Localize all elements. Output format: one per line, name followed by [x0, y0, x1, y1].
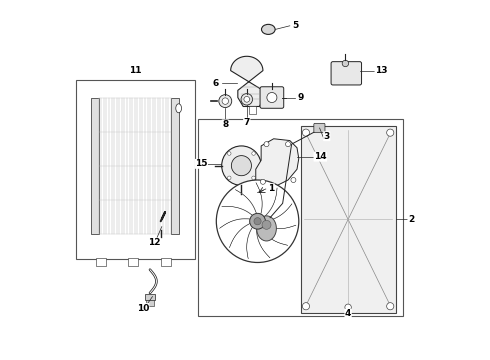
Bar [96, 258, 106, 266]
Bar [300, 126, 395, 313]
Circle shape [267, 93, 277, 103]
Circle shape [302, 129, 310, 136]
Polygon shape [264, 225, 296, 229]
Circle shape [241, 94, 252, 105]
Ellipse shape [176, 104, 181, 113]
FancyBboxPatch shape [331, 62, 362, 85]
Circle shape [252, 176, 255, 180]
Polygon shape [264, 188, 277, 217]
Circle shape [231, 156, 251, 176]
Text: 4: 4 [345, 309, 351, 318]
Bar [198, 119, 403, 316]
Circle shape [227, 176, 231, 180]
Circle shape [219, 95, 232, 108]
Text: 12: 12 [148, 238, 161, 247]
Polygon shape [220, 219, 250, 228]
Circle shape [387, 303, 394, 310]
Circle shape [244, 96, 250, 102]
Bar [147, 300, 153, 306]
Bar [145, 294, 155, 300]
Ellipse shape [257, 216, 276, 241]
Polygon shape [235, 190, 256, 213]
Circle shape [254, 218, 261, 225]
Circle shape [250, 213, 266, 229]
Polygon shape [229, 224, 250, 248]
Polygon shape [256, 229, 270, 258]
Bar [128, 258, 139, 266]
Circle shape [227, 152, 231, 155]
Text: 7: 7 [244, 118, 250, 127]
Circle shape [286, 141, 291, 147]
Circle shape [291, 177, 296, 183]
Polygon shape [171, 98, 179, 234]
Circle shape [387, 129, 394, 136]
Circle shape [222, 98, 228, 104]
Polygon shape [256, 139, 299, 185]
Ellipse shape [342, 60, 349, 67]
Circle shape [345, 304, 351, 311]
Text: 10: 10 [137, 303, 149, 312]
Circle shape [221, 146, 261, 185]
Polygon shape [221, 206, 252, 215]
Ellipse shape [262, 24, 275, 35]
Polygon shape [266, 204, 292, 221]
Text: 14: 14 [314, 152, 327, 161]
Polygon shape [91, 98, 98, 234]
FancyBboxPatch shape [314, 123, 325, 133]
Circle shape [260, 179, 266, 184]
Polygon shape [231, 56, 265, 107]
Bar [76, 80, 195, 259]
Circle shape [252, 152, 255, 155]
Text: 11: 11 [129, 66, 142, 75]
Text: 6: 6 [212, 79, 219, 88]
Text: 15: 15 [195, 159, 207, 168]
Circle shape [216, 180, 299, 262]
Circle shape [264, 141, 269, 147]
Polygon shape [256, 183, 262, 214]
Text: 2: 2 [408, 215, 414, 224]
Text: 8: 8 [222, 120, 228, 129]
Bar [248, 107, 256, 114]
Ellipse shape [262, 220, 271, 229]
Polygon shape [261, 228, 288, 245]
Text: 13: 13 [375, 66, 388, 75]
Bar [161, 258, 171, 266]
Text: 3: 3 [323, 132, 330, 141]
Text: 5: 5 [292, 21, 298, 30]
Polygon shape [246, 227, 252, 259]
FancyBboxPatch shape [260, 87, 284, 108]
Text: 1: 1 [268, 184, 274, 193]
Text: 9: 9 [297, 93, 304, 102]
Circle shape [302, 303, 310, 310]
